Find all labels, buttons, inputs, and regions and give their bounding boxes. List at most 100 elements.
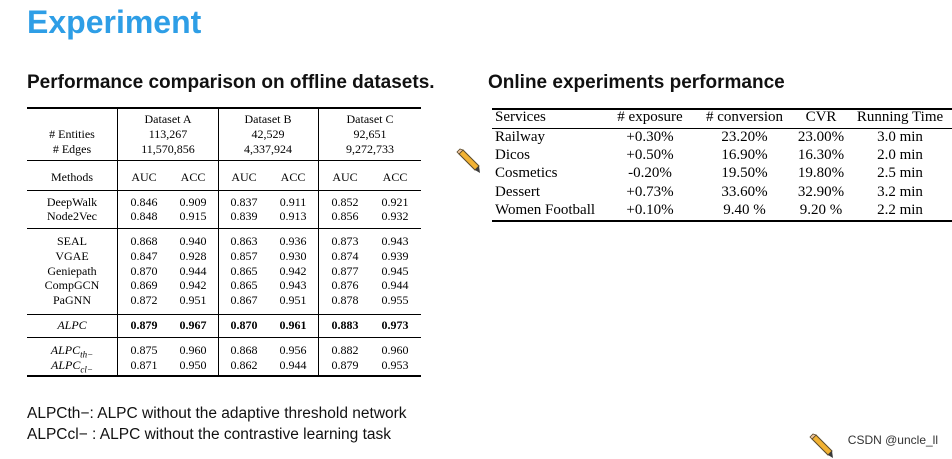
metric-header: ACC xyxy=(382,170,408,184)
metric-value: 0.950 xyxy=(179,358,207,372)
pencil-icon xyxy=(809,433,833,458)
entity-count: 113,267 xyxy=(148,127,188,141)
column-divider xyxy=(218,161,219,375)
metric-value: 0.960 xyxy=(381,343,409,357)
entity-count: 92,651 xyxy=(353,127,387,141)
table-rule xyxy=(27,228,421,229)
table-cell: 19.80% xyxy=(797,165,845,182)
method-label: ALPC xyxy=(57,318,87,332)
table-rule xyxy=(27,314,421,315)
table-rule xyxy=(492,128,952,129)
metric-header: ACC xyxy=(280,170,306,184)
table-header: # exposure xyxy=(617,109,683,125)
edge-count: 11,570,856 xyxy=(141,142,195,156)
metric-value: 0.852 xyxy=(331,195,359,209)
table-cell: 3.2 min xyxy=(877,183,923,200)
method-label: CompGCN xyxy=(44,278,100,293)
metric-value: 0.915 xyxy=(179,209,207,223)
service-name: Women Football xyxy=(495,201,596,218)
table-cell: 9.20 % xyxy=(799,201,843,218)
method-label: Node2Vec xyxy=(47,209,97,223)
table-cell: 16.90% xyxy=(721,147,768,164)
metric-value: 0.874 xyxy=(331,248,359,263)
metric-value: 0.928 xyxy=(179,248,207,263)
metric-value: 0.932 xyxy=(381,209,409,223)
ablation-note-th: ALPCth−: ALPC without the adaptive thres… xyxy=(27,405,407,422)
metric-value: 0.847 xyxy=(130,248,158,263)
metric-value: 0.944 xyxy=(279,358,307,372)
metric-value: 0.871 xyxy=(130,358,158,372)
metric-value: 0.944 xyxy=(179,263,207,278)
table-cell: 23.00% xyxy=(797,129,845,145)
table-header: Running Time xyxy=(856,109,944,125)
table-header: CVR xyxy=(805,109,837,125)
table-cell: +0.10% xyxy=(626,201,674,218)
metric-value: 0.973 xyxy=(381,318,409,332)
table-cell: +0.50% xyxy=(626,147,674,164)
column-divider xyxy=(218,109,219,160)
metric-value: 0.967 xyxy=(179,318,207,332)
method-label: SEAL xyxy=(57,234,87,248)
dataset-header: Dataset A xyxy=(144,112,192,126)
metric-value: 0.943 xyxy=(279,278,307,293)
metric-value: 0.839 xyxy=(230,209,258,223)
metric-value: 0.951 xyxy=(279,293,307,308)
metric-value: 0.883 xyxy=(331,318,359,332)
metric-value: 0.875 xyxy=(130,343,158,357)
metric-value: 0.943 xyxy=(381,234,409,248)
metric-header: AUC xyxy=(231,170,257,184)
metric-value: 0.878 xyxy=(331,293,359,308)
metric-value: 0.921 xyxy=(381,195,409,209)
table-rule xyxy=(27,337,421,338)
offline-comparison-table: Dataset A Dataset B Dataset C # Entities # E… xyxy=(27,107,421,378)
service-name: Cosmetics xyxy=(495,165,558,182)
method-label: ALPCcl− xyxy=(51,358,93,375)
metric-value: 0.960 xyxy=(179,343,207,357)
table-rule xyxy=(27,160,421,161)
metric-value: 0.909 xyxy=(179,195,207,209)
methods-header: Methods xyxy=(51,170,93,184)
table-rule xyxy=(492,108,952,110)
online-heading: Online experiments performance xyxy=(488,72,785,93)
metric-header: AUC xyxy=(131,170,157,184)
method-label: VGAE xyxy=(55,248,89,263)
metric-header: AUC xyxy=(332,170,358,184)
metric-value: 0.870 xyxy=(130,263,158,278)
service-name: Dessert xyxy=(495,183,540,200)
table-rule xyxy=(492,220,952,222)
metric-value: 0.942 xyxy=(279,263,307,278)
table-cell: 23.20% xyxy=(721,129,768,145)
metric-value: 0.862 xyxy=(230,358,258,372)
table-cell: -0.20% xyxy=(628,165,672,182)
metric-value: 0.872 xyxy=(130,293,158,308)
column-divider xyxy=(318,161,319,375)
metric-value: 0.942 xyxy=(179,278,207,293)
metric-value: 0.882 xyxy=(331,343,359,357)
entity-count: 42,529 xyxy=(251,127,285,141)
table-rule xyxy=(27,190,421,191)
table-cell: 2.0 min xyxy=(877,147,923,164)
metric-header: ACC xyxy=(180,170,206,184)
method-label: PaGNN xyxy=(53,293,91,308)
table-cell: 19.50% xyxy=(721,165,768,182)
table-cell: 2.2 min xyxy=(877,201,923,218)
table-rule xyxy=(27,375,421,377)
pencil-icon xyxy=(456,148,480,173)
table-cell: 16.30% xyxy=(797,147,845,164)
stat-label: # Edges xyxy=(52,142,92,156)
metric-value: 0.953 xyxy=(381,358,409,372)
metric-value: 0.945 xyxy=(381,263,409,278)
metric-value: 0.940 xyxy=(179,234,207,248)
metric-value: 0.879 xyxy=(331,358,359,372)
column-divider xyxy=(318,109,319,160)
metric-value: 0.856 xyxy=(331,209,359,223)
metric-value: 0.868 xyxy=(230,343,258,357)
metric-value: 0.865 xyxy=(230,263,258,278)
metric-value: 0.911 xyxy=(279,195,307,209)
metric-value: 0.837 xyxy=(230,195,258,209)
metric-value: 0.867 xyxy=(230,293,258,308)
table-cell: +0.30% xyxy=(626,129,674,145)
online-performance-table: Services # exposure # conversion CVR Running… xyxy=(492,108,952,222)
metric-value: 0.865 xyxy=(230,278,258,293)
edge-count: 9,272,733 xyxy=(346,142,394,156)
